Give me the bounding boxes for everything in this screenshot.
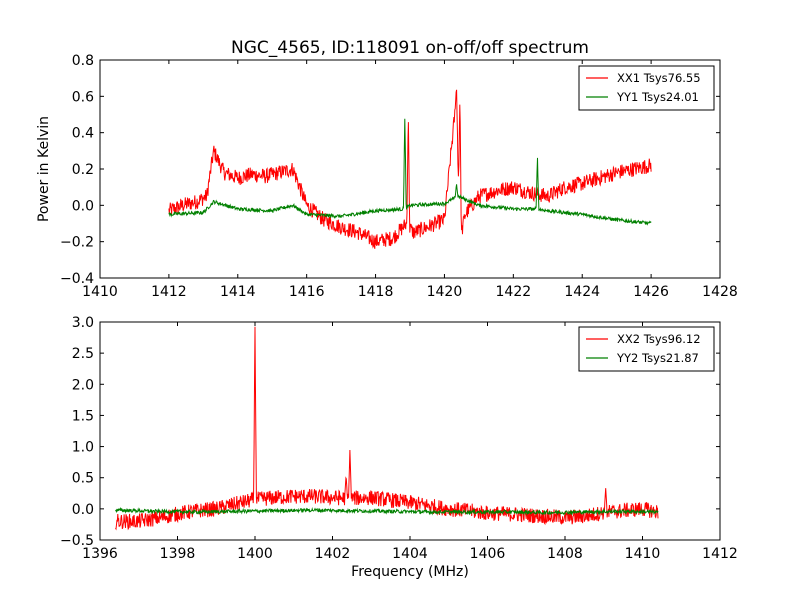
legend-box <box>578 65 715 111</box>
y-tick-label: 0.0 <box>72 198 94 214</box>
legend-label: YY1 Tsys24.01 <box>616 90 699 104</box>
y-tick-label: 0.5 <box>72 471 94 487</box>
y-tick-label: −0.4 <box>60 271 94 287</box>
y-tick-label: 0.0 <box>72 502 94 518</box>
x-axis-label-bottom: Frequency (MHz) <box>351 564 469 580</box>
series-line-green-1 <box>115 506 659 516</box>
y-tick-label: 3.0 <box>72 315 94 331</box>
y-tick-label: 1.0 <box>72 440 94 456</box>
y-tick-label: −0.2 <box>60 235 94 251</box>
y-tick-label: 0.6 <box>72 89 94 105</box>
x-tick-label: 1398 <box>160 546 196 562</box>
y-tick-label: 0.2 <box>72 162 94 178</box>
x-tick-label: 1410 <box>82 284 118 300</box>
series-line-red-0 <box>168 89 652 249</box>
x-tick-label: 1418 <box>358 284 394 300</box>
x-tick-label: 1424 <box>564 284 600 300</box>
series-line-green-0 <box>168 118 652 226</box>
y-tick-label: 0.4 <box>72 126 94 142</box>
legend-box <box>578 326 715 372</box>
x-tick-label: 1422 <box>496 284 532 300</box>
y-axis-label-top: Power in Kelvin <box>36 116 52 222</box>
x-tick-label: 1396 <box>82 546 118 562</box>
legend: XX1 Tsys76.55 YY1 Tsys24.01 <box>578 65 715 111</box>
y-tick-label: 1.5 <box>72 408 94 424</box>
x-tick-label: 1400 <box>237 546 273 562</box>
legend: XX2 Tsys96.12 YY2 Tsys21.87 <box>578 326 715 372</box>
top-panel: 1410 1412 1414 1416 1418 1420 1422 1424 1426 1428… <box>60 53 738 300</box>
x-tick-label: 1412 <box>151 284 187 300</box>
x-tick-label: 1420 <box>427 284 463 300</box>
x-tick-label: 1408 <box>547 546 583 562</box>
x-tick-label: 1410 <box>625 546 661 562</box>
y-tick-label: 2.5 <box>72 346 94 362</box>
x-tick-label: 1406 <box>470 546 506 562</box>
y-tick-label: 0.8 <box>72 53 94 69</box>
x-tick-label: 1402 <box>315 546 351 562</box>
legend-label: XX2 Tsys96.12 <box>617 332 701 346</box>
x-tick-label: 1428 <box>702 284 738 300</box>
legend-label: YY2 Tsys21.87 <box>616 351 699 365</box>
chart-title: NGC_4565, ID:118091 on-off/off spectrum <box>231 38 589 58</box>
x-tick-label: 1416 <box>289 284 325 300</box>
x-tick-label: 1426 <box>633 284 669 300</box>
x-tick-label: 1414 <box>220 284 256 300</box>
legend-label: XX1 Tsys76.55 <box>617 71 701 85</box>
y-tick-label: 2.0 <box>72 377 94 393</box>
x-tick-label: 1412 <box>702 546 738 562</box>
y-tick-label: −0.5 <box>60 533 94 549</box>
bottom-panel: 1396 1398 1400 1402 1404 1406 1408 1410 1412 −0.5… <box>60 315 738 562</box>
x-tick-label: 1404 <box>392 546 428 562</box>
